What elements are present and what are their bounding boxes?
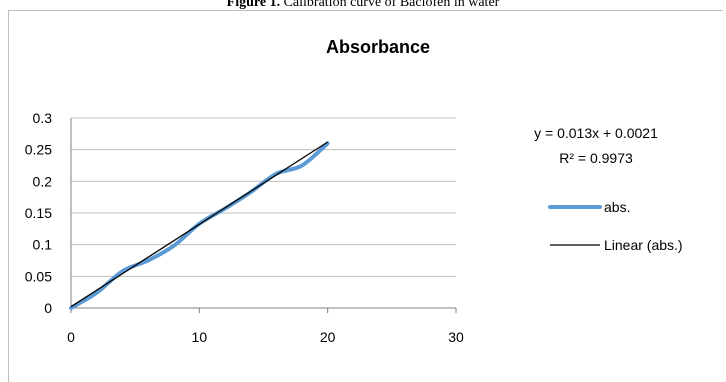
chart-title: Absorbance bbox=[326, 37, 430, 57]
y-tick-label-4: 0.2 bbox=[33, 173, 53, 189]
y-tick-label-5: 0.25 bbox=[25, 142, 52, 158]
legend-label-linear: Linear (abs.) bbox=[604, 237, 683, 253]
gridlines bbox=[71, 117, 456, 277]
axes bbox=[70, 118, 457, 313]
trendline-linear-abs bbox=[70, 141, 329, 308]
y-tick-labels: 0 0.05 0.1 0.15 0.2 0.25 0.3 bbox=[25, 110, 52, 316]
trendline-equation: y = 0.013x + 0.0021 bbox=[534, 125, 658, 141]
y-tick-label-2: 0.1 bbox=[33, 237, 53, 253]
legend-label-abs: abs. bbox=[604, 199, 630, 215]
x-tick-label-2: 20 bbox=[320, 329, 336, 345]
figure-caption-text: Calibration curve of Baclofen in water bbox=[283, 0, 500, 10]
x-tick-label-3: 30 bbox=[448, 329, 464, 345]
x-tick-labels: 0 10 20 30 bbox=[67, 329, 464, 345]
x-tick-label-1: 10 bbox=[192, 329, 208, 345]
y-tick-label-0: 0 bbox=[44, 300, 52, 316]
figure-caption: Figure 1. Calibration curve of Baclofen … bbox=[0, 0, 726, 11]
figure-label: Figure 1. bbox=[226, 0, 281, 10]
y-tick-label-3: 0.15 bbox=[25, 205, 52, 221]
chart-frame bbox=[8, 10, 723, 382]
trendline-r-squared: R² = 0.9973 bbox=[559, 150, 633, 166]
x-tick-label-0: 0 bbox=[67, 329, 75, 345]
y-tick-label-1: 0.05 bbox=[25, 268, 52, 284]
series-line-abs bbox=[69, 141, 330, 310]
y-tick-label-6: 0.3 bbox=[33, 110, 53, 126]
series-layer bbox=[69, 141, 330, 310]
